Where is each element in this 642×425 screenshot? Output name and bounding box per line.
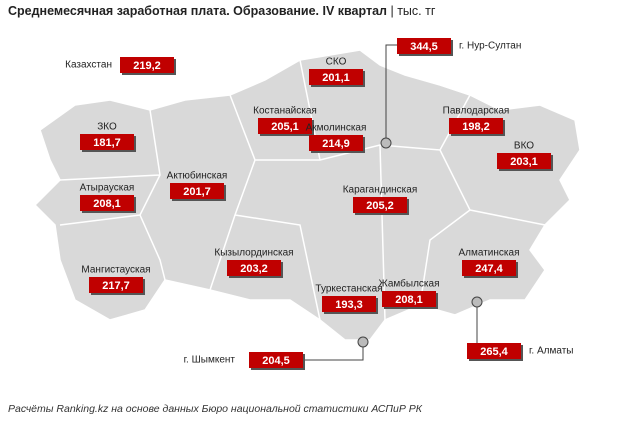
- value-box: [227, 260, 281, 276]
- value-box: [309, 135, 363, 151]
- title: Среднемесячная заработная плата. Образов…: [8, 4, 436, 18]
- value: 208,1: [395, 294, 423, 306]
- value: 208,1: [93, 198, 121, 210]
- value-box: [89, 277, 143, 293]
- value-box: [249, 352, 303, 368]
- region-name: Акмолинская: [306, 123, 367, 134]
- value: 181,7: [93, 137, 121, 149]
- value-box: [309, 69, 363, 85]
- value: 201,1: [322, 72, 350, 84]
- value: 217,7: [102, 280, 130, 292]
- city-dot: [471, 296, 483, 308]
- callout-line: [303, 342, 364, 361]
- value: 214,9: [322, 138, 350, 150]
- title-text: Среднемесячная заработная плата. Образов…: [8, 4, 387, 18]
- value: 201,7: [183, 186, 211, 198]
- value-box: [120, 57, 174, 73]
- value: 203,1: [510, 156, 538, 168]
- value-box: [467, 343, 521, 359]
- footer: Расчёты Ranking.kz на основе данных Бюро…: [8, 403, 423, 415]
- city-dot: [380, 137, 392, 149]
- callout-line: [385, 44, 397, 143]
- value-box: [449, 118, 503, 134]
- region-name: ВКО: [514, 141, 534, 152]
- value: 247,4: [475, 263, 503, 275]
- value: 198,2: [462, 121, 490, 133]
- region-name: Туркестанская: [315, 284, 382, 295]
- region-name: Атырауская: [80, 183, 135, 194]
- region-name: Карагандинская: [343, 185, 418, 196]
- value-box: [497, 153, 551, 169]
- country: [33, 49, 581, 341]
- value: 265,4: [480, 346, 508, 358]
- value: 205,1: [271, 121, 299, 133]
- value: 204,5: [262, 355, 290, 367]
- unit: | тыс. тг: [390, 4, 435, 18]
- value: 203,2: [240, 263, 268, 275]
- region-name: Костанайская: [253, 106, 317, 117]
- value-box: [322, 296, 376, 312]
- country-shape: [33, 49, 581, 341]
- region-name: Павлодарская: [443, 106, 510, 117]
- region-name: Казахстан: [65, 60, 112, 71]
- region-borders: [59, 59, 546, 321]
- value: 205,2: [366, 200, 394, 212]
- city-dot: [357, 336, 369, 348]
- region-name: Мангистауская: [81, 265, 150, 276]
- value-box: [170, 183, 224, 199]
- region-name: Алматинская: [459, 248, 520, 259]
- region-name: г. Шымкент: [184, 355, 236, 366]
- region-name: г. Нур-Султан: [459, 41, 521, 52]
- region-name: г. Алматы: [529, 346, 573, 357]
- region-name: Актюбинская: [167, 170, 228, 182]
- callouts: [303, 44, 483, 361]
- value-box: [397, 38, 451, 54]
- value: 193,3: [335, 299, 363, 311]
- value-box: [80, 134, 134, 150]
- region-name: Кызылординская: [214, 248, 293, 259]
- value-box: [80, 195, 134, 211]
- value: 344,5: [410, 41, 438, 53]
- value: 219,2: [133, 60, 161, 72]
- value-box: [382, 291, 436, 307]
- value-box: [258, 118, 312, 134]
- region-name: ЗКО: [97, 122, 117, 133]
- region-labels: 219,2 Казахстан 201,1 СКО 344,5 г. Нур-Султан…: [65, 38, 573, 370]
- region-name: СКО: [326, 57, 347, 68]
- value-box: [353, 197, 407, 213]
- region-name: Жамбылская: [379, 278, 440, 290]
- value-box: [462, 260, 516, 276]
